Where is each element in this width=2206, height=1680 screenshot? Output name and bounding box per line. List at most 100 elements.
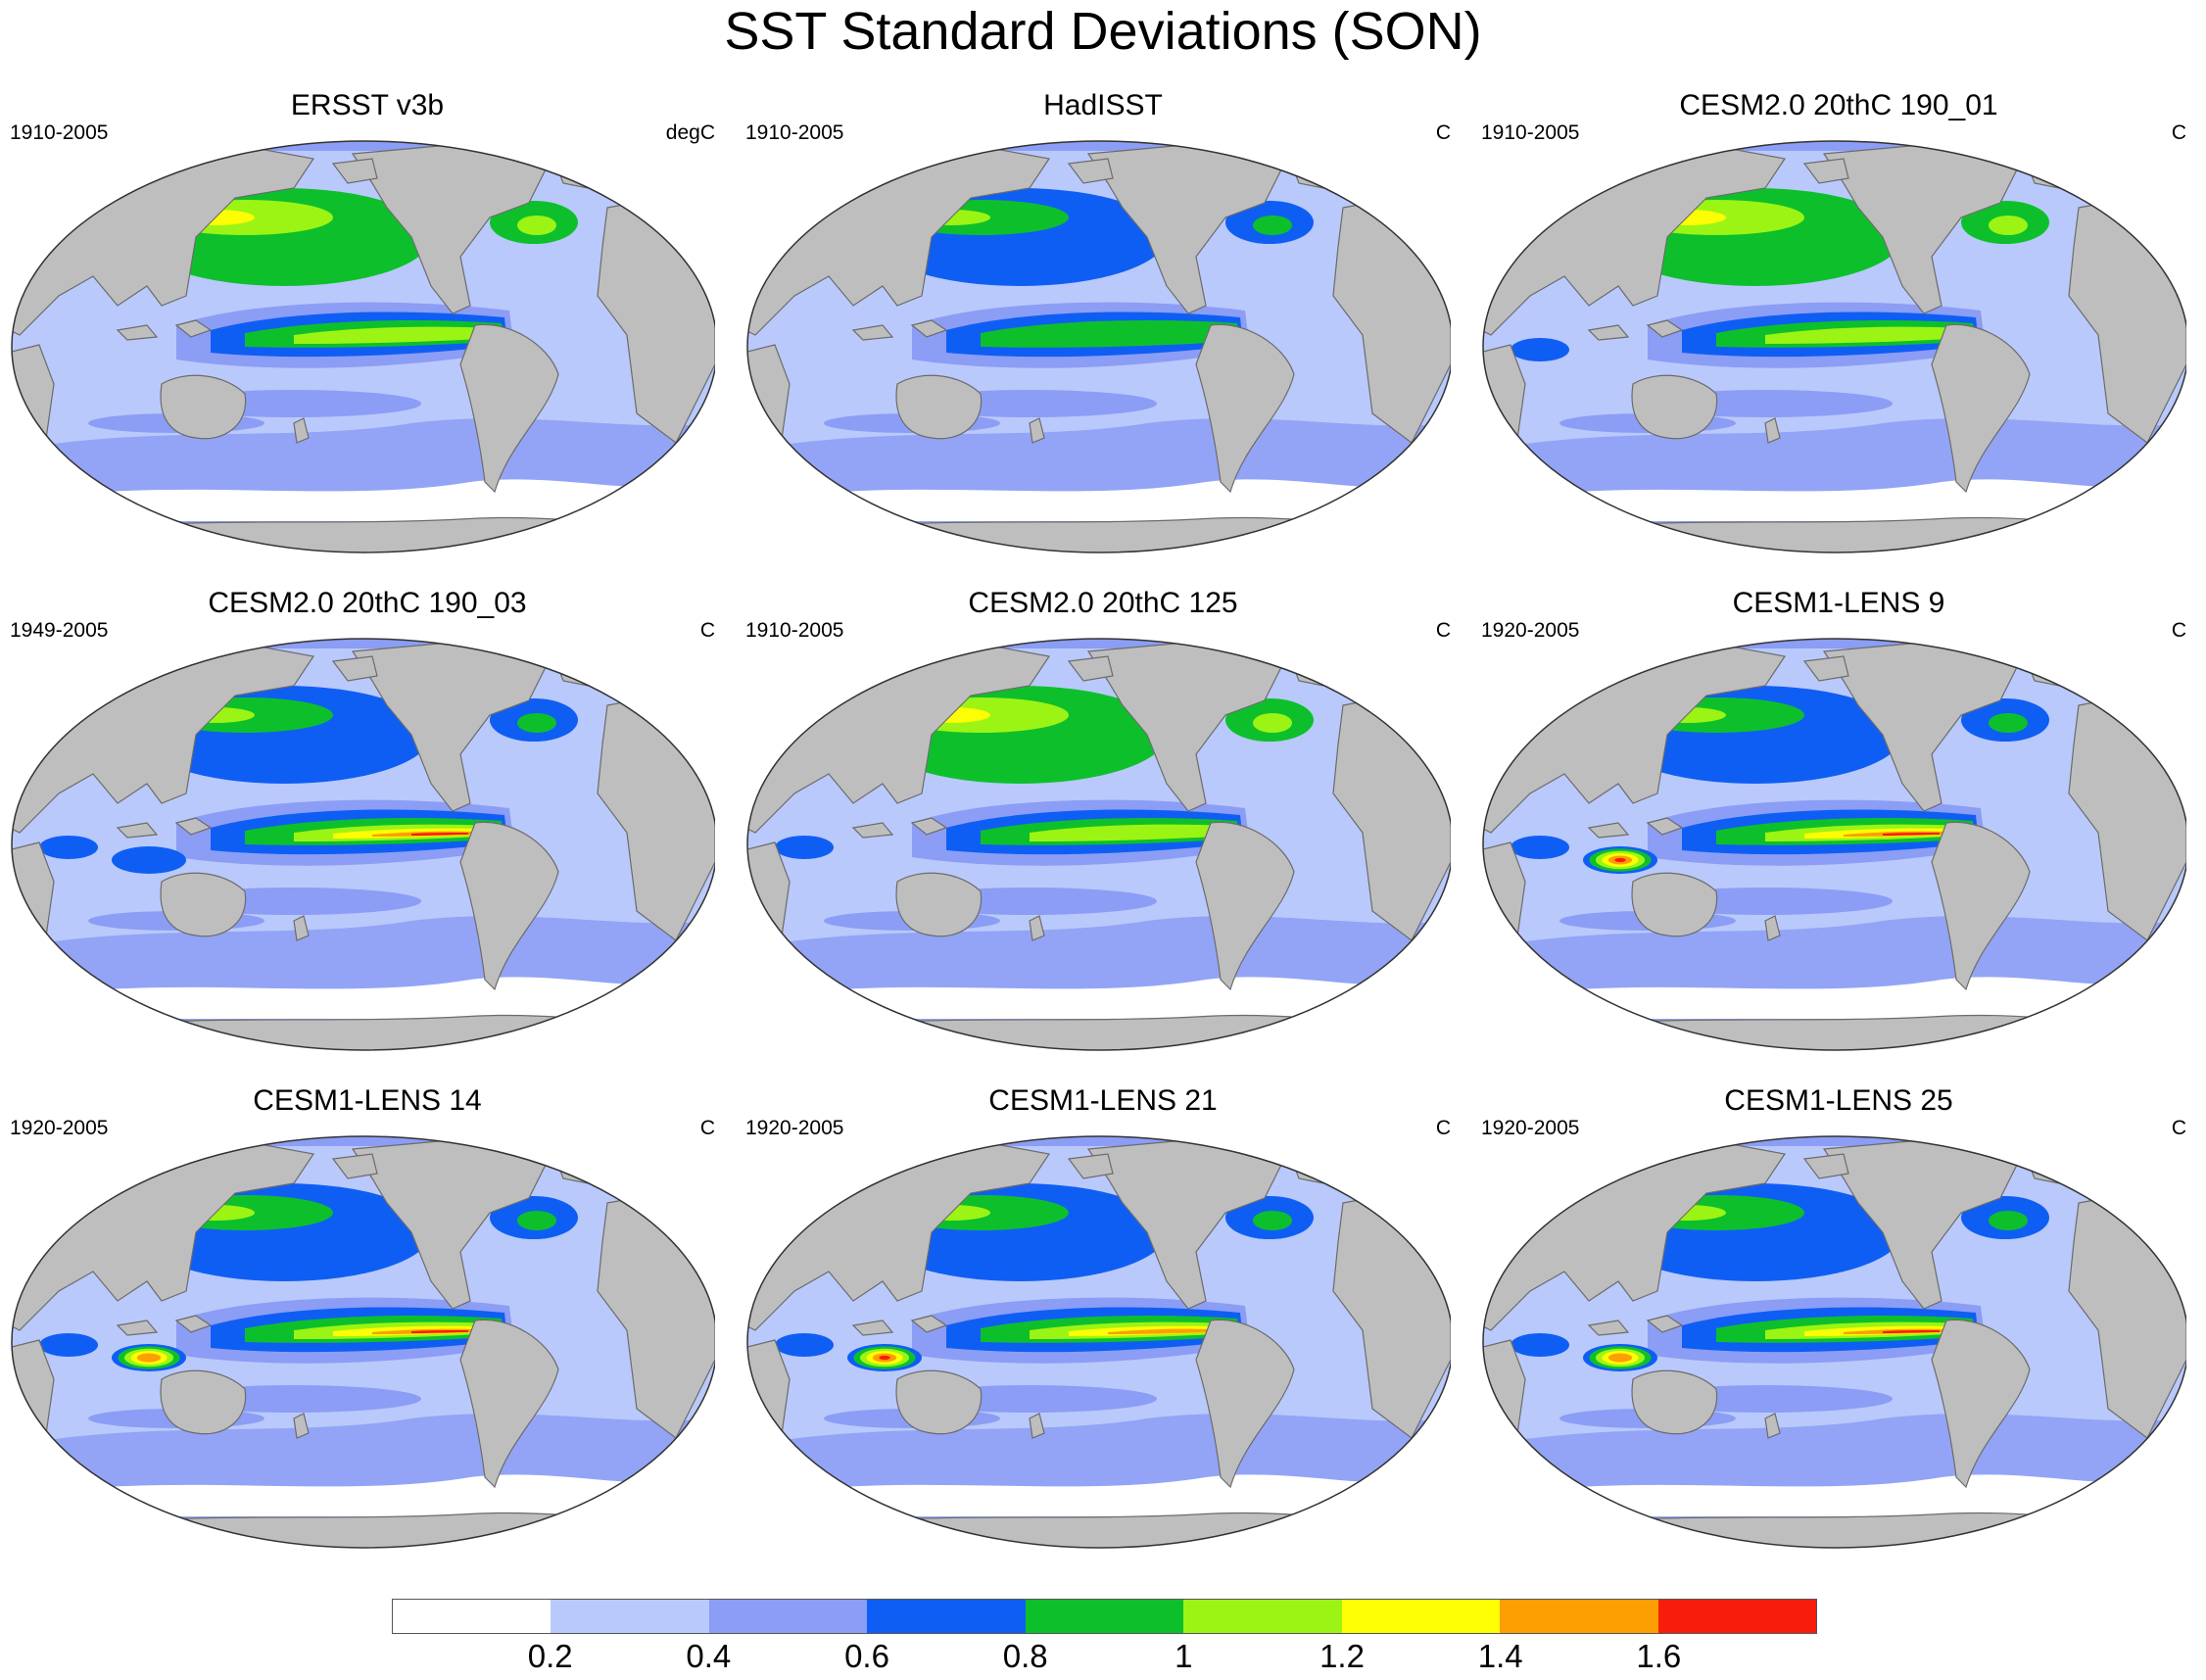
world-map xyxy=(746,1135,1451,1549)
map-outline xyxy=(746,638,1451,1051)
africa-landmass xyxy=(747,1339,791,1478)
alaska-landmass xyxy=(331,655,378,682)
enso-tongue-contour xyxy=(1030,824,1231,841)
gulf-stream xyxy=(1253,713,1292,733)
europe-landmass xyxy=(747,158,805,238)
new-zealand-landmass xyxy=(293,417,310,444)
arctic-band xyxy=(12,639,715,648)
colorbar-swatch xyxy=(1025,1600,1184,1633)
panel-title: CESM2.0 20thC 190_01 xyxy=(1679,89,1998,121)
world-map xyxy=(11,140,715,553)
australia-landmass xyxy=(1631,374,1718,440)
maritime-continent-islands xyxy=(851,817,948,839)
gulf-stream xyxy=(517,1211,556,1230)
enso-tongue-contour xyxy=(1883,833,1940,836)
maritime-continent-islands xyxy=(1587,319,1684,341)
map-panel: CESM2.0 20thC 125 1910-2005 C xyxy=(736,586,1470,1085)
colorbar-tick-label: 0.4 xyxy=(686,1638,732,1674)
gulf-stream xyxy=(1989,1211,2028,1230)
west-indian-ocean-region xyxy=(39,836,98,859)
antarctica-landmass xyxy=(1549,516,2158,552)
new-zealand-landmass xyxy=(293,915,310,941)
maritime-continent-islands xyxy=(116,319,213,341)
panel-period: 1920-2005 xyxy=(1481,619,1580,642)
world-map xyxy=(11,1135,715,1549)
africa-landmass xyxy=(747,841,791,981)
europe-landmass xyxy=(12,158,70,238)
map-outline xyxy=(746,1135,1451,1549)
colorbar-swatch xyxy=(1657,1600,1816,1633)
panel-period: 1910-2005 xyxy=(10,121,109,144)
colorbar xyxy=(392,1599,1817,1634)
map-panel: CESM2.0 20thC 190_01 1910-2005 C xyxy=(1471,88,2206,588)
south-america-landmass xyxy=(1195,821,1295,991)
alaska-landmass xyxy=(1802,158,1849,184)
southern-ocean-low-variance xyxy=(1550,977,2157,1019)
new-zealand-landmass xyxy=(1029,1413,1045,1439)
europe-landmass xyxy=(1483,158,1541,238)
map-panel: CESM1-LENS 21 1920-2005 C xyxy=(736,1083,1470,1583)
south-america-landmass xyxy=(1931,323,2031,494)
colorbar-swatch xyxy=(551,1600,709,1633)
colorbar-swatch xyxy=(708,1600,868,1633)
colorbar-tick-label: 0.8 xyxy=(1002,1638,1048,1674)
world-map xyxy=(1482,140,2186,553)
alaska-landmass xyxy=(331,1153,378,1179)
map-outline xyxy=(1482,140,2186,553)
map-panel: ERSST v3b 1910-2005 degC xyxy=(0,88,735,588)
gulf-stream xyxy=(1253,216,1292,235)
enso-tongue-contour xyxy=(1108,1328,1211,1334)
europe-landmass xyxy=(1483,1153,1541,1233)
antarctica-landmass xyxy=(1549,1014,2158,1050)
maritime-continent-islands xyxy=(116,1315,213,1336)
panel-title: CESM1-LENS 14 xyxy=(253,1084,482,1117)
panel-units: C xyxy=(1435,619,1451,642)
colorbar-tick-label: 1.2 xyxy=(1319,1638,1365,1674)
arctic-band xyxy=(12,141,715,151)
africa-landmass xyxy=(12,841,55,981)
south-america-landmass xyxy=(459,821,559,991)
map-outline xyxy=(1482,638,2186,1051)
panel-title: ERSST v3b xyxy=(290,89,445,121)
west-indian-ocean-region xyxy=(1511,338,1569,361)
colorbar-labels: 0.2 0.4 0.6 0.8 1 1.2 1.4 1.6 xyxy=(392,1638,1817,1677)
antarctica-landmass xyxy=(813,1014,1422,1050)
colorbar-tick-label: 1.6 xyxy=(1636,1638,1682,1674)
new-zealand-landmass xyxy=(1029,915,1045,941)
panel-period: 1920-2005 xyxy=(1481,1117,1580,1139)
europe-landmass xyxy=(747,655,805,736)
arctic-band xyxy=(1483,141,2186,151)
panel-title: CESM1-LENS 21 xyxy=(988,1084,1218,1117)
indian-ocean-hotspot xyxy=(1614,857,1626,863)
gulf-stream xyxy=(1989,713,2028,733)
panel-units: C xyxy=(2171,1117,2186,1139)
australia-landmass xyxy=(895,1369,983,1435)
colorbar-swatch xyxy=(393,1600,552,1633)
panel-units: C xyxy=(1435,1117,1451,1139)
panel-units: degC xyxy=(665,121,715,144)
africa-landmass xyxy=(1483,344,1526,483)
map-outline xyxy=(1482,1135,2186,1549)
south-america-landmass xyxy=(459,1319,559,1489)
southern-ocean-low-variance xyxy=(814,1474,1421,1516)
panel-units: C xyxy=(2171,619,2186,642)
antarctica-landmass xyxy=(77,516,687,552)
europe-landmass xyxy=(12,655,70,736)
map-outline xyxy=(11,638,715,1051)
colorbar-tick-label: 0.2 xyxy=(527,1638,573,1674)
colorbar-tick-label: 0.6 xyxy=(844,1638,889,1674)
gulf-stream xyxy=(1989,216,2028,235)
figure-title: SST Standard Deviations (SON) xyxy=(724,2,1482,61)
australia-landmass xyxy=(895,374,983,440)
africa-landmass xyxy=(12,1339,55,1478)
arctic-band xyxy=(1483,1136,2186,1146)
alaska-landmass xyxy=(1802,1153,1849,1179)
australia-landmass xyxy=(895,872,983,937)
maritime-continent-islands xyxy=(1587,817,1684,839)
maritime-continent-islands xyxy=(116,817,213,839)
panel-title: HadISST xyxy=(1043,89,1163,121)
colorbar-swatch xyxy=(1183,1600,1342,1633)
panel-period: 1910-2005 xyxy=(745,619,844,642)
antarctica-landmass xyxy=(813,516,1422,552)
panel-title: CESM2.0 20thC 190_03 xyxy=(208,587,527,619)
